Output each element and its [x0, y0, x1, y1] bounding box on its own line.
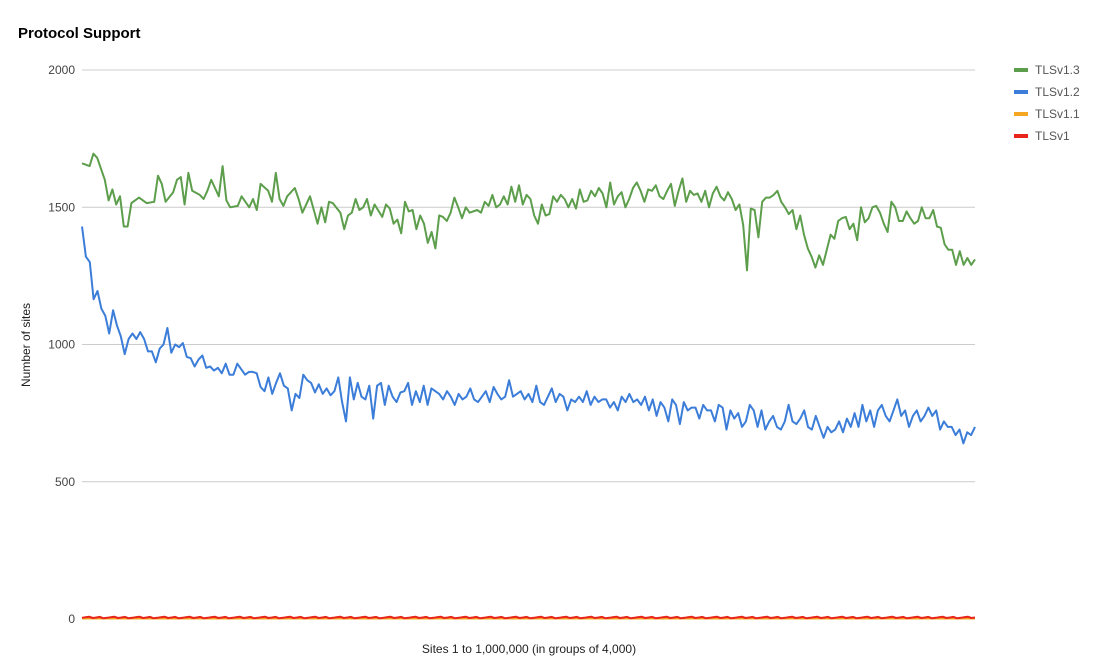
legend-item-label[interactable]: TLSv1.1 — [1035, 107, 1080, 121]
x-axis-label: Sites 1 to 1,000,000 (in groups of 4,000… — [422, 642, 636, 656]
y-tick-label: 0 — [68, 612, 75, 626]
legend-swatch[interactable] — [1014, 112, 1028, 116]
y-tick-labels: 0 500 1000 1500 2000 — [48, 63, 75, 626]
gridlines — [82, 69, 975, 620]
legend-swatch[interactable] — [1014, 134, 1028, 138]
series-line-tlsv1-3[interactable] — [81, 152, 976, 272]
series-lines — [81, 152, 976, 620]
y-axis-label: Number of sites — [19, 303, 33, 387]
y-tick-label: 1500 — [48, 200, 75, 214]
series-line-tlsv1[interactable] — [81, 615, 976, 620]
legend-item-label[interactable]: TLSv1.3 — [1035, 63, 1080, 77]
y-tick-label: 1000 — [48, 338, 75, 352]
y-tick-label: 2000 — [48, 63, 75, 77]
legend[interactable]: TLSv1.3 TLSv1.2 TLSv1.1 TLSv1 — [1014, 63, 1080, 143]
legend-item-label[interactable]: TLSv1 — [1035, 129, 1070, 143]
series-line-tlsv1-2[interactable] — [81, 226, 976, 445]
legend-swatch[interactable] — [1014, 68, 1028, 72]
legend-item-label[interactable]: TLSv1.2 — [1035, 85, 1080, 99]
y-tick-label: 500 — [55, 475, 75, 489]
legend-swatch[interactable] — [1014, 90, 1028, 94]
chart-title: Protocol Support — [18, 25, 141, 42]
